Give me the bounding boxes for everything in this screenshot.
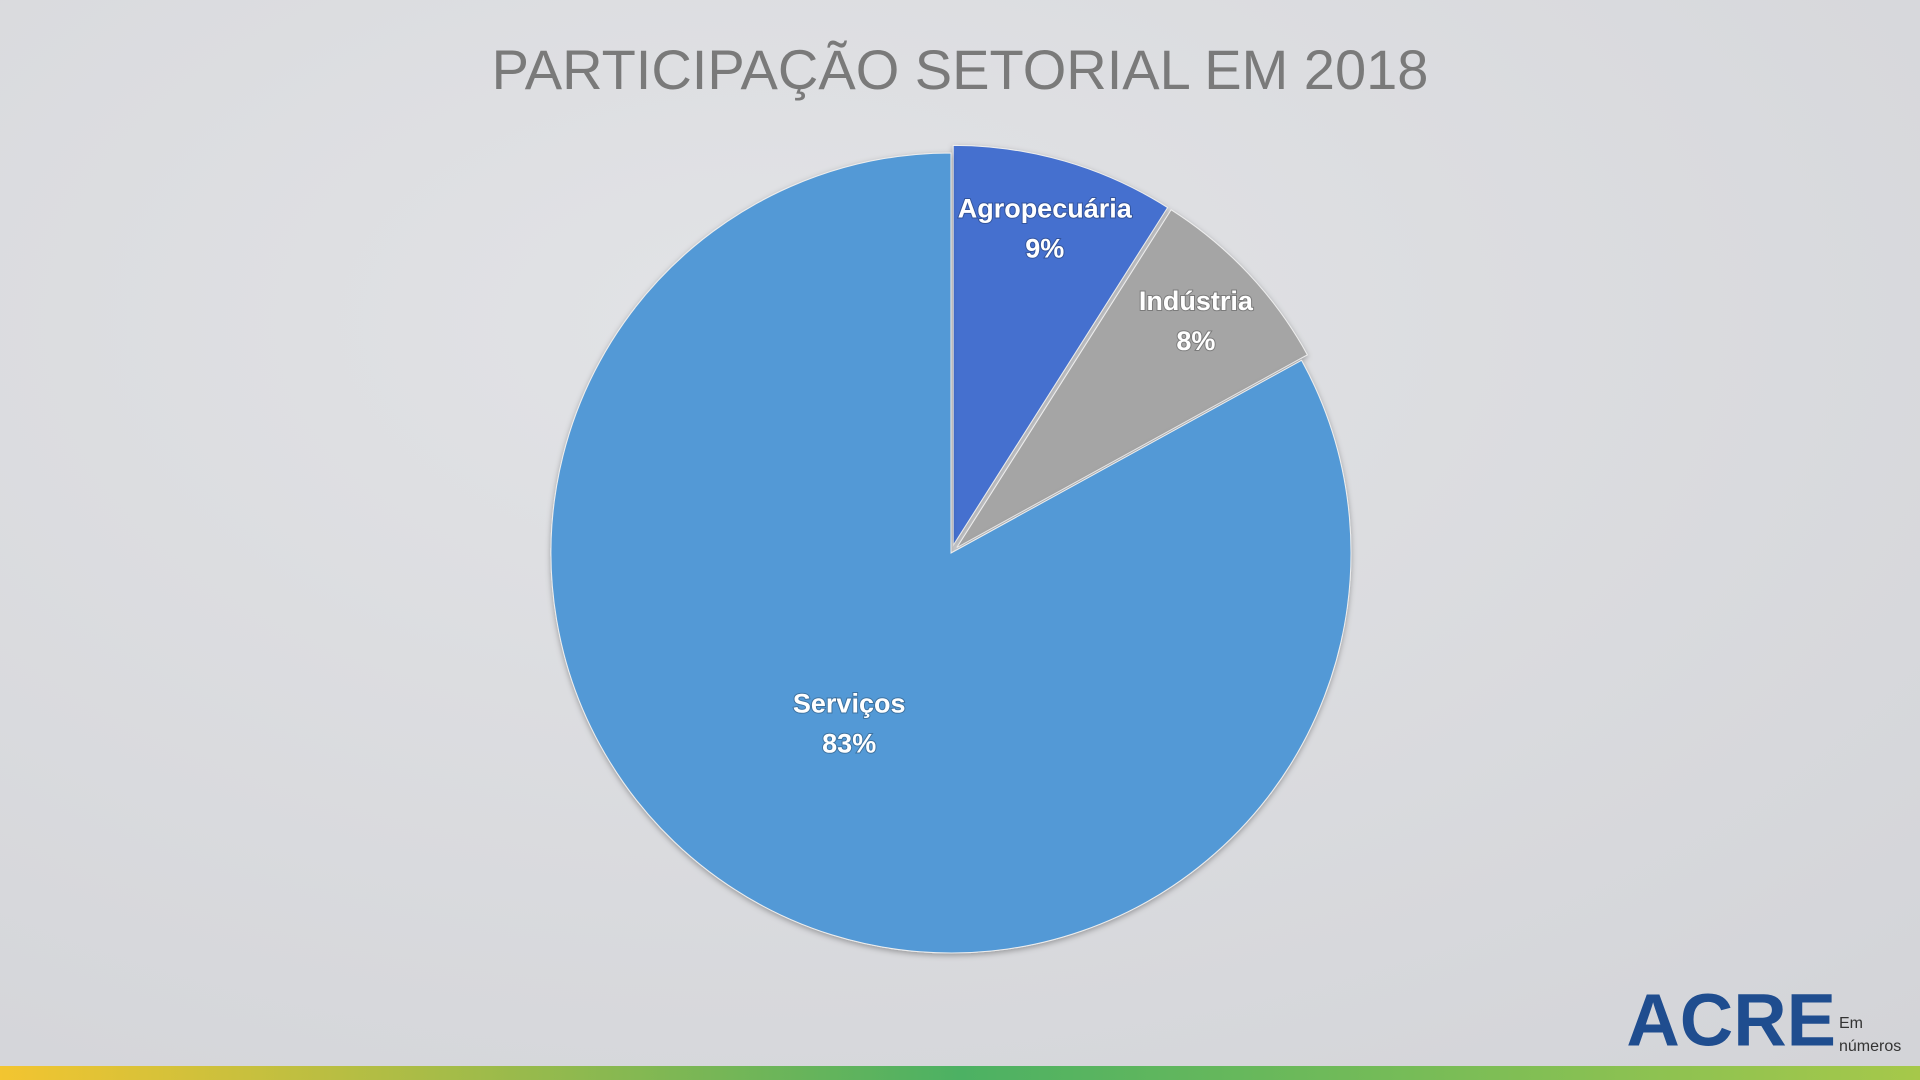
pie-slice [550,152,1352,954]
slice-value-label: 8% [1176,326,1215,356]
logo-line: números [1839,1038,1901,1055]
slice-category: Indústria [1139,286,1254,316]
slice-category: Serviços [793,688,906,718]
pie-slice [952,144,1169,548]
logo-name: ACRE [1626,979,1836,1062]
pie: Agropecuária 9% Indústria 8% Serviços 83% [550,144,1352,954]
chart-title: PARTICIPAÇÃO SETORIAL EM 2018 [492,38,1429,101]
pie-slice [956,209,1309,548]
slice-category: Agropecuária [958,193,1133,223]
slice-value-label: 83% [822,728,876,758]
logo-line: Em [1839,1015,1863,1032]
footer-stripe [0,1066,1920,1080]
slice-value-label: 9% [1025,233,1064,263]
